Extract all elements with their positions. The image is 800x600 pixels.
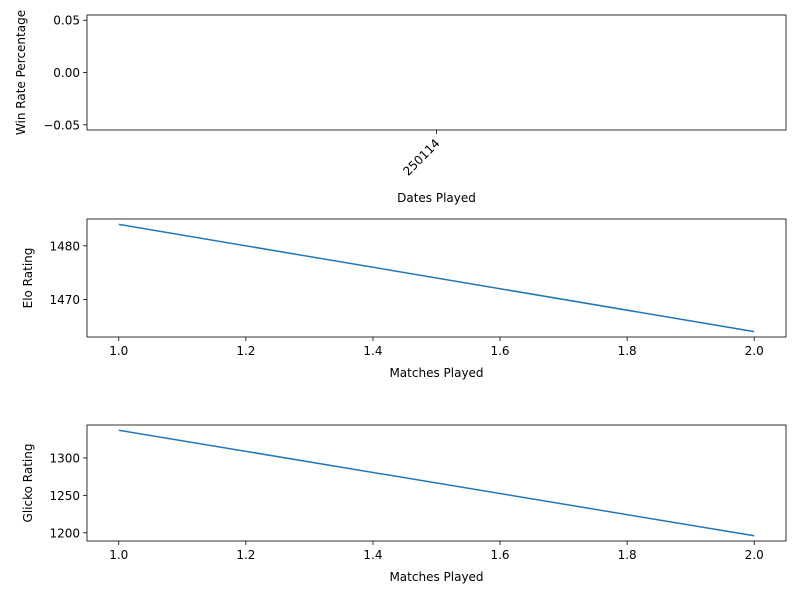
subplot-1-ylabel: Win Rate Percentage: [14, 10, 28, 135]
subplot-2-ytick-label: 1470: [49, 293, 80, 307]
subplot-2-xtick-label: 1.0: [109, 344, 128, 358]
subplot-1-ytick-label: 0.05: [53, 14, 80, 28]
subplot-3-xlabel: Matches Played: [389, 570, 483, 584]
subplot-3-ytick-label: 1300: [49, 451, 80, 465]
subplot-1-xlabel: Dates Played: [397, 191, 476, 205]
subplot-3-xtick-label: 1.6: [490, 548, 509, 562]
subplot-2-axes-frame: [86, 218, 787, 338]
subplot-3-xtick-label: 1.4: [363, 548, 382, 562]
subplot-2-series-line: [118, 223, 755, 333]
subplot-3-axes-frame: [86, 424, 787, 542]
subplot-3-series-line: [118, 429, 755, 537]
subplot-3-ytick-label: 1200: [49, 526, 80, 540]
subplot-3-xtick-label: 1.2: [236, 548, 255, 562]
subplot-1-ytick-label: −0.05: [43, 118, 80, 132]
subplot-2-xtick-label: 1.6: [490, 344, 509, 358]
subplot-2: 1470 1480 1.0 1.2 1.4 1.6 1.8 2.0 Matches Played…: [21, 218, 787, 380]
subplot-2-xlabel: Matches Played: [389, 366, 483, 380]
subplot-3-xtick-label: 2.0: [745, 548, 764, 562]
subplot-3: 1200 1250 1300 1.0 1.2 1.4 1.6 1.8 2.0 Matches Pl…: [21, 424, 787, 584]
subplot-2-xtick-label: 1.4: [363, 344, 382, 358]
subplot-3-xtick-label: 1.0: [109, 548, 128, 562]
subplot-2-xtick-label: 1.8: [618, 344, 637, 358]
subplot-2-xtick-label: 2.0: [745, 344, 764, 358]
subplot-2-ytick-label: 1480: [49, 239, 80, 253]
subplot-3-xtick-label: 1.8: [618, 548, 637, 562]
subplot-2-ylabel: Elo Rating: [21, 248, 35, 309]
subplot-1-ytick-label: 0.00: [53, 66, 80, 80]
subplot-2-xtick-label: 1.2: [236, 344, 255, 358]
subplot-3-ylabel: Glicko Rating: [21, 444, 35, 523]
subplot-3-ytick-label: 1250: [49, 489, 80, 503]
